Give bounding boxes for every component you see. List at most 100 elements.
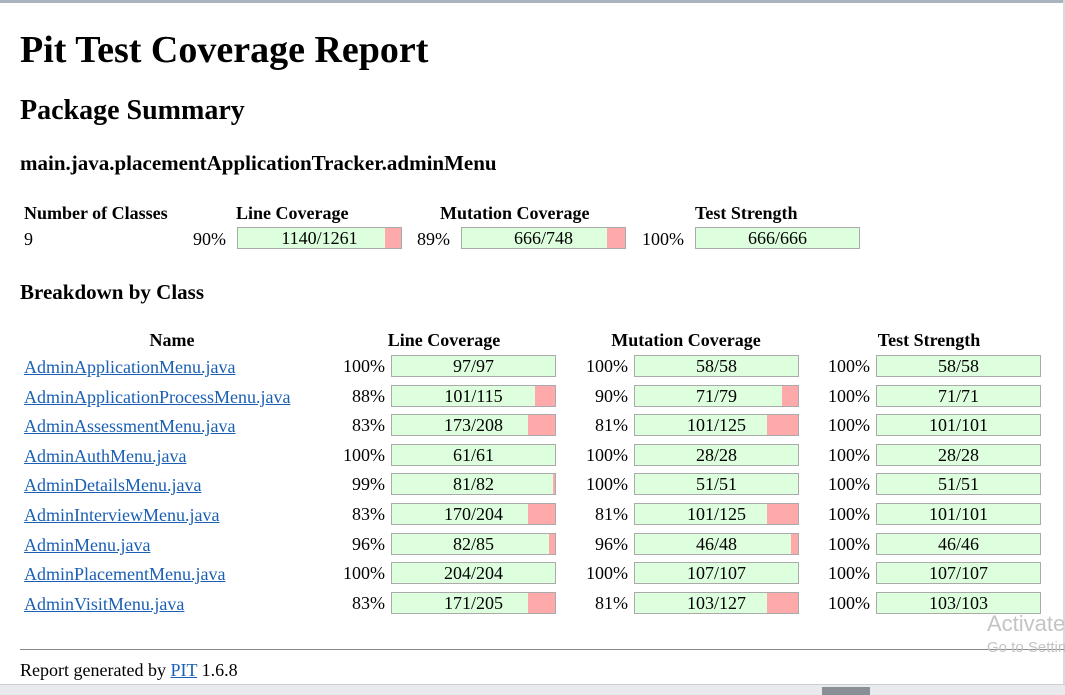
mutation-percent: 90% — [595, 386, 628, 406]
mutation-coverage-bar: 101/125 — [634, 503, 799, 525]
class-link[interactable]: AdminApplicationMenu.java — [24, 357, 236, 377]
uncovered-portion — [527, 593, 555, 613]
class-link[interactable]: AdminInterviewMenu.java — [24, 505, 220, 525]
line-percent: 100% — [343, 356, 385, 376]
strength-coverage-bar: 101/101 — [876, 503, 1041, 525]
strength-percent: 100% — [828, 356, 870, 376]
coverage-label: 97/97 — [452, 356, 494, 376]
header-test-strength: Test Strength — [877, 330, 981, 350]
header-mutation-coverage: Mutation Coverage — [440, 203, 590, 223]
line-percent: 100% — [343, 445, 385, 465]
watermark-line1: Activate — [987, 611, 1065, 636]
line-percent: 100% — [343, 563, 385, 583]
mutation-coverage-bar: 107/107 — [634, 562, 799, 584]
coverage-label: 28/28 — [695, 445, 737, 465]
strength-percent: 100% — [828, 415, 870, 435]
coverage-label: 82/85 — [452, 534, 494, 554]
strength-percent: 100% — [828, 534, 870, 554]
coverage-label: 107/107 — [928, 563, 988, 583]
strength-coverage-bar: 51/51 — [876, 473, 1041, 495]
coverage-label: 61/61 — [452, 445, 494, 465]
watermark-line2: Go to Settings — [987, 639, 1065, 656]
footer-divider — [20, 649, 1065, 650]
page-title: Pit Test Coverage Report — [20, 29, 429, 71]
strength-percent: 100% — [828, 593, 870, 613]
line-coverage-bar: 101/115 — [391, 385, 556, 407]
footer-version: 1.6.8 — [201, 660, 238, 680]
uncovered-portion — [607, 228, 625, 248]
uncovered-portion — [527, 504, 555, 524]
coverage-label: 103/127 — [686, 593, 746, 613]
coverage-label: 173/208 — [443, 415, 503, 435]
mutation-percent: 96% — [595, 534, 628, 554]
coverage-label: 101/101 — [928, 504, 988, 524]
coverage-label: 51/51 — [695, 474, 737, 494]
mutation-coverage-bar: 46/48 — [634, 533, 799, 555]
line-coverage-bar: 61/61 — [391, 444, 556, 466]
coverage-label: 101/115 — [444, 386, 503, 406]
mutation-coverage-bar: 103/127 — [634, 592, 799, 614]
uncovered-portion — [766, 504, 798, 524]
uncovered-portion — [766, 415, 798, 435]
coverage-label: 46/46 — [937, 534, 979, 554]
header-number-of-classes: Number of Classes — [24, 203, 168, 223]
mutation-percent: 100% — [586, 563, 628, 583]
class-link[interactable]: AdminVisitMenu.java — [24, 594, 185, 614]
uncovered-portion — [553, 474, 555, 494]
coverage-label: 46/48 — [695, 534, 737, 554]
class-link[interactable]: AdminPlacementMenu.java — [24, 564, 226, 584]
pit-link[interactable]: PIT — [170, 660, 198, 680]
mutation-percent: 81% — [595, 504, 628, 524]
summary-test-strength-bar: 666/666 — [695, 227, 860, 249]
coverage-label: 666/748 — [513, 228, 573, 248]
summary-line-coverage-bar: 1140/1261 — [237, 227, 402, 249]
coverage-label: 1140/1261 — [281, 228, 358, 248]
strength-coverage-bar: 46/46 — [876, 533, 1041, 555]
strength-coverage-bar: 58/58 — [876, 355, 1041, 377]
header-name: Name — [149, 330, 195, 350]
uncovered-portion — [527, 415, 555, 435]
coverage-label: 101/125 — [686, 504, 746, 524]
class-link[interactable]: AdminMenu.java — [24, 535, 151, 555]
class-link[interactable]: AdminApplicationProcessMenu.java — [24, 387, 291, 407]
mutation-percent: 100% — [586, 474, 628, 494]
line-coverage-bar: 171/205 — [391, 592, 556, 614]
strength-coverage-bar: 28/28 — [876, 444, 1041, 466]
uncovered-portion — [781, 386, 798, 406]
summary-mutation-percent: 89% — [417, 229, 450, 249]
line-percent: 83% — [352, 504, 385, 524]
scrollbar-thumb[interactable] — [822, 687, 870, 695]
activate-windows-watermark: Activate Go to Settings — [987, 610, 1065, 658]
summary-mutation-coverage-bar: 666/748 — [461, 227, 626, 249]
coverage-label: 58/58 — [937, 356, 979, 376]
line-coverage-bar: 82/85 — [391, 533, 556, 555]
line-coverage-bar: 81/82 — [391, 473, 556, 495]
coverage-label: 58/58 — [695, 356, 737, 376]
footer-prefix: Report generated by — [20, 660, 166, 680]
line-percent: 83% — [352, 593, 385, 613]
line-coverage-bar: 97/97 — [391, 355, 556, 377]
line-coverage-bar: 170/204 — [391, 503, 556, 525]
mutation-percent: 81% — [595, 593, 628, 613]
window-top-border — [0, 0, 1065, 3]
breakdown-heading: Breakdown by Class — [20, 280, 204, 304]
coverage-label: 171/205 — [443, 593, 503, 613]
coverage-label: 51/51 — [937, 474, 979, 494]
strength-percent: 100% — [828, 563, 870, 583]
mutation-coverage-bar: 58/58 — [634, 355, 799, 377]
window-right-border — [1063, 0, 1065, 694]
class-link[interactable]: AdminAuthMenu.java — [24, 446, 187, 466]
strength-percent: 100% — [828, 386, 870, 406]
header-mutation-coverage: Mutation Coverage — [611, 330, 761, 350]
class-link[interactable]: AdminDetailsMenu.java — [24, 475, 202, 495]
class-link[interactable]: AdminAssessmentMenu.java — [24, 416, 236, 436]
horizontal-scrollbar[interactable] — [0, 684, 1065, 695]
strength-coverage-bar: 103/103 — [876, 592, 1041, 614]
package-name: main.java.placementApplicationTracker.ad… — [20, 151, 497, 175]
number-of-classes-value: 9 — [24, 229, 33, 249]
header-line-coverage: Line Coverage — [387, 330, 501, 350]
mutation-coverage-bar: 51/51 — [634, 473, 799, 495]
coverage-label: 103/103 — [928, 593, 988, 613]
header-line-coverage: Line Coverage — [236, 203, 349, 223]
mutation-percent: 100% — [586, 356, 628, 376]
